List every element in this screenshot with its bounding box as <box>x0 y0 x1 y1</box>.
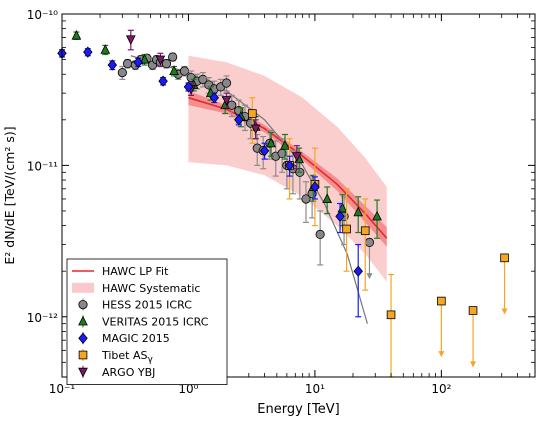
argo-point <box>250 124 261 135</box>
legend-subscript: γ <box>148 355 154 365</box>
magic-point <box>259 145 270 157</box>
legend-swatch-band <box>72 282 94 293</box>
legend-swatch-marker <box>78 367 88 378</box>
x-axis-label: Energy [TeV] <box>257 402 339 417</box>
legend-swatch-marker <box>78 332 88 344</box>
axis-ticks: 10⁻¹ 10⁰ 10¹ 10² 10⁻¹² 10⁻¹¹ 10⁻¹⁰ <box>27 8 535 396</box>
legend-swatch-marker <box>78 299 88 310</box>
tibet-point <box>500 253 509 263</box>
hess-point <box>179 66 190 76</box>
y-axis-label: E² dN/dE [TeV/(cm² s)] <box>2 126 17 264</box>
veritas-point <box>220 99 230 110</box>
tibet-point <box>248 109 257 118</box>
legend-label-hawc_fit: HAWC LP Fit <box>102 265 169 278</box>
hess-point <box>221 78 232 88</box>
veritas-point <box>322 193 333 203</box>
legend-label-argo: ARGO YBJ <box>102 366 155 379</box>
veritas-point <box>71 29 82 40</box>
magic-point <box>310 181 320 193</box>
magic-series <box>57 46 363 318</box>
argo-point <box>221 96 232 106</box>
tibet-upper-limit-arrow <box>438 351 445 358</box>
y-tick-label: 10⁻¹¹ <box>27 159 58 173</box>
hess-point <box>198 74 208 84</box>
magic-point <box>209 92 219 104</box>
x-tick-label: 10¹ <box>305 382 325 396</box>
tibet-point <box>360 226 370 236</box>
legend-label-veritas: VERITAS 2015 ICRC <box>102 315 209 328</box>
magic-point <box>234 114 244 126</box>
argo-point <box>292 152 302 162</box>
plot-frame <box>61 13 536 378</box>
hess-point <box>117 68 127 78</box>
legend-box <box>66 258 228 385</box>
argo-point <box>155 55 166 66</box>
legend-swatch-marker <box>78 315 88 326</box>
veritas-point <box>372 210 382 221</box>
legend-swatch-marker <box>78 350 88 360</box>
x-tick-label: 10⁻¹ <box>49 382 76 396</box>
hess-point <box>301 194 311 204</box>
hess-point <box>364 237 375 247</box>
hess-point <box>315 229 325 239</box>
tibet-point <box>437 296 446 306</box>
magic-point <box>183 81 194 93</box>
magic-point <box>107 59 118 71</box>
y-tick-label: 10⁻¹² <box>27 311 58 325</box>
magic-point <box>284 159 295 172</box>
magic-point <box>353 265 363 277</box>
x-tick-label: 10² <box>431 382 451 396</box>
argo-point <box>125 35 136 46</box>
veritas-point <box>139 53 150 64</box>
magic-point <box>83 46 93 58</box>
tibet-point <box>386 310 396 320</box>
hess-point <box>168 52 178 62</box>
tibet-point <box>468 306 478 315</box>
tibet-upper-limit-arrow <box>470 361 477 368</box>
veritas-point <box>169 65 179 76</box>
veritas-point <box>280 139 290 150</box>
tibet-point <box>342 224 351 234</box>
legend-label-magic: MAGIC 2015 <box>102 332 170 345</box>
magic-point <box>133 56 143 68</box>
hawc-stat-band <box>188 90 387 247</box>
veritas-point <box>266 137 276 148</box>
veritas-point <box>353 206 364 217</box>
veritas-point <box>100 44 111 54</box>
legend-label-tibet: Tibet ASγ <box>101 349 154 365</box>
legend: HAWC LP Fit HAWC Systematic HESS 2015 ICRC… <box>66 258 228 385</box>
magic-point <box>335 210 345 223</box>
hess-upper-limit-arrow <box>366 273 373 280</box>
data-points <box>57 29 509 378</box>
legend-label-hawc_sys: HAWC Systematic <box>102 282 200 295</box>
hess-point <box>122 59 133 69</box>
hess-point <box>161 59 172 69</box>
tibet-upper-limit-arrow <box>501 308 508 315</box>
y-tick-label: 10⁻¹⁰ <box>27 8 58 22</box>
x-tick-label: 10⁰ <box>178 382 198 396</box>
magic-point <box>158 75 168 87</box>
legend-label-hess: HESS 2015 ICRC <box>102 299 192 312</box>
